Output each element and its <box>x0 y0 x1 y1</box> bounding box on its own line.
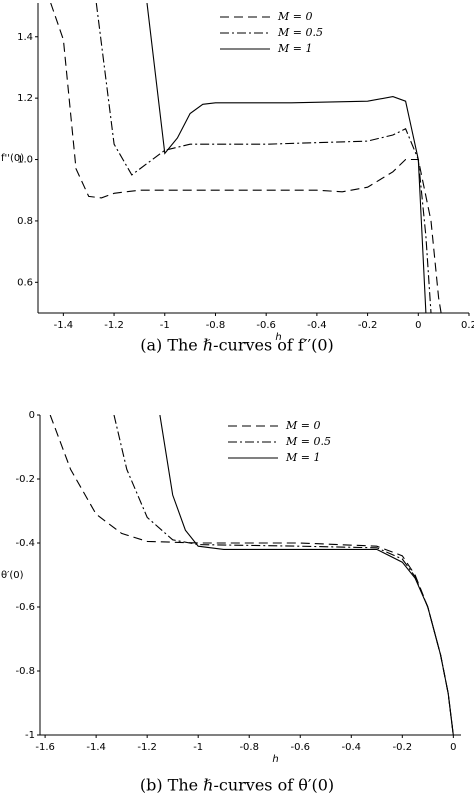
legend-label: M = 0.5 <box>277 26 323 39</box>
x-tick-label: -1.2 <box>104 320 124 331</box>
x-axis-label: h <box>272 754 278 765</box>
x-tick-label: -1 <box>193 742 203 753</box>
y-tick-label: 0.8 <box>17 216 33 227</box>
x-tick-label: -0.2 <box>393 742 413 753</box>
legend-label: M = 0.5 <box>285 435 331 448</box>
x-tick-label: -1.4 <box>54 320 74 331</box>
x-tick-label: -1.2 <box>137 742 157 753</box>
y-axis-label: f''(0) <box>1 153 24 164</box>
x-tick-label: -1 <box>160 320 170 331</box>
x-tick-label: -0.6 <box>290 742 310 753</box>
x-tick-label: -1.6 <box>35 742 55 753</box>
y-tick-label: -0.8 <box>15 666 35 677</box>
y-tick-label: -0.2 <box>15 474 35 485</box>
x-tick-label: 0 <box>415 320 421 331</box>
x-tick-label: -0.2 <box>358 320 378 331</box>
curve <box>50 3 442 313</box>
legend-label: M = 1 <box>277 42 312 55</box>
x-axis-label: h <box>275 332 281 343</box>
y-tick-label: 1.0 <box>17 155 33 166</box>
curve <box>159 415 454 735</box>
caption: (b) The ℏ-curves of θ′(0) <box>140 776 334 795</box>
y-tick-label: 1.2 <box>17 93 33 104</box>
plot: -1.4 -1.2 -1 -0.8 -0.6 -0.4 -0.2 0 0.2 0.6 0.8 1.0 1… <box>1 3 474 355</box>
legend-label: M = 0 <box>277 10 312 23</box>
x-tick-label: -0.8 <box>239 742 259 753</box>
y-tick-label: -0.4 <box>15 538 35 549</box>
curve <box>95 3 432 313</box>
legend-label: M = 1 <box>285 451 320 464</box>
plot: -1.6 -1.4 -1.2 -1 -0.8 -0.6 -0.4 -0.2 0 -1 -0.8 -0.… <box>1 410 461 795</box>
x-tick-label: -0.8 <box>206 320 226 331</box>
y-tick-label: 0 <box>29 410 35 421</box>
x-tick-label: -1.4 <box>86 742 106 753</box>
curves <box>49 415 454 735</box>
x-tick-label: -0.6 <box>256 320 276 331</box>
y-tick-label: -1 <box>25 730 35 741</box>
y-axis-label: θ′(0) <box>1 570 24 581</box>
legend-label: M = 0 <box>285 419 320 432</box>
curves <box>50 3 442 313</box>
curve <box>146 3 427 313</box>
curve <box>113 415 454 735</box>
x-tick-label: 0 <box>450 742 456 753</box>
x-tick-label: -0.4 <box>342 742 362 753</box>
curve <box>49 415 454 735</box>
y-tick-label: 1.4 <box>17 32 33 43</box>
y-tick-label: 0.6 <box>17 277 33 288</box>
x-tick-label: -0.4 <box>307 320 327 331</box>
caption: (a) The ℏ-curves of f′′(0) <box>140 336 334 355</box>
x-tick-label: 0.2 <box>461 320 474 331</box>
y-tick-label: -0.6 <box>15 602 35 613</box>
